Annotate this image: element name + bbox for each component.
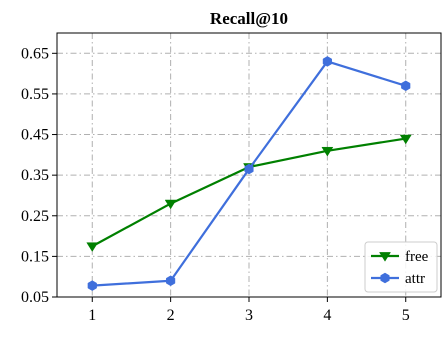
legend-marker	[379, 252, 391, 262]
series-free	[86, 134, 412, 252]
data-point-attr	[322, 56, 332, 67]
y-tick-label: 0.05	[21, 289, 49, 306]
axis-ticks: 1 2 3 4 5 0.05 0.15 0.25 0.35 0.45 0.55 0.65	[21, 45, 410, 324]
data-point-free	[86, 242, 99, 252]
y-tick-label: 0.35	[21, 167, 49, 184]
data-point-free	[321, 146, 334, 157]
data-point-free	[164, 199, 177, 210]
legend-label: free	[405, 249, 429, 265]
grid	[57, 33, 441, 297]
data-point-attr	[401, 80, 411, 92]
data-point-attr	[166, 275, 176, 287]
legend-label: attr	[405, 271, 425, 287]
y-tick-label: 0.55	[21, 86, 49, 103]
data-point-attr	[87, 280, 97, 291]
data-point-attr	[244, 163, 254, 175]
legend-item-attr: attr	[371, 271, 425, 287]
y-tick-label: 0.45	[21, 127, 49, 144]
legend: free attr	[364, 241, 438, 293]
series-layer	[86, 56, 412, 291]
x-tick-label: 2	[167, 307, 175, 324]
x-tick-label: 4	[323, 307, 331, 324]
x-tick-label: 3	[245, 307, 253, 324]
data-point-free	[399, 134, 412, 145]
x-tick-label: 1	[88, 307, 96, 324]
x-tick-label: 5	[402, 307, 410, 324]
y-tick-label: 0.15	[21, 248, 49, 265]
legend-marker	[380, 272, 390, 284]
series-attr	[87, 56, 411, 291]
y-tick-label: 0.65	[21, 45, 49, 62]
chart-title: Recall@10	[210, 9, 288, 28]
legend-item-free: free	[371, 249, 429, 265]
y-tick-label: 0.25	[21, 208, 49, 225]
